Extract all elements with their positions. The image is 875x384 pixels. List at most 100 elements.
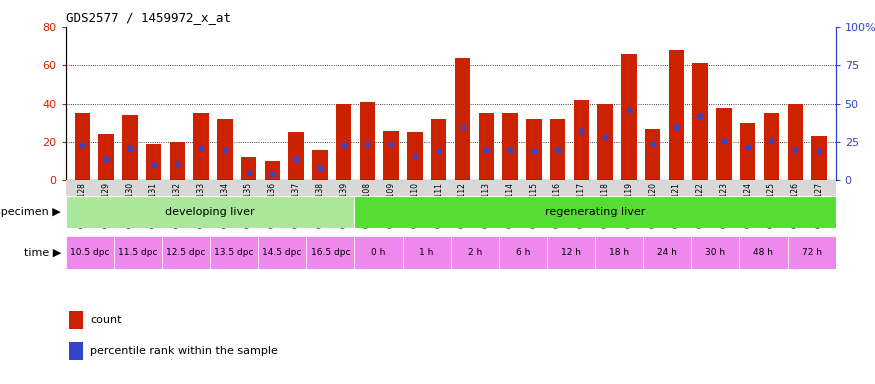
Text: GDS2577 / 1459972_x_at: GDS2577 / 1459972_x_at [66, 11, 231, 24]
Bar [114, 236, 162, 269]
Text: GSM161109: GSM161109 [387, 182, 396, 228]
Bar [717, 108, 732, 180]
Bar [66, 236, 114, 269]
Bar [740, 123, 755, 180]
Text: GSM161137: GSM161137 [291, 182, 301, 228]
Bar [550, 119, 565, 180]
Text: GSM161108: GSM161108 [363, 182, 372, 228]
Bar [123, 115, 137, 180]
Bar [621, 54, 637, 180]
Bar [407, 132, 423, 180]
Text: GSM161138: GSM161138 [315, 182, 325, 228]
Text: GSM161120: GSM161120 [648, 182, 657, 228]
Bar [788, 104, 803, 180]
Text: 14.5 dpc: 14.5 dpc [262, 248, 302, 257]
Text: percentile rank within the sample: percentile rank within the sample [90, 346, 278, 356]
Text: GSM161130: GSM161130 [125, 182, 134, 228]
Text: 16.5 dpc: 16.5 dpc [311, 248, 350, 257]
Text: GSM161125: GSM161125 [767, 182, 776, 228]
Bar [289, 132, 304, 180]
Text: GSM161114: GSM161114 [506, 182, 514, 228]
Bar [306, 236, 354, 269]
Text: GSM161132: GSM161132 [173, 182, 182, 228]
Text: GSM161124: GSM161124 [743, 182, 752, 228]
Text: time ▶: time ▶ [24, 247, 61, 258]
Text: 10.5 dpc: 10.5 dpc [70, 248, 109, 257]
Bar [574, 100, 589, 180]
Text: GSM161121: GSM161121 [672, 182, 681, 228]
Bar [146, 144, 161, 180]
Text: 12.5 dpc: 12.5 dpc [166, 248, 206, 257]
Text: GSM161135: GSM161135 [244, 182, 253, 228]
Bar [210, 236, 258, 269]
Text: 2 h: 2 h [467, 248, 482, 257]
Bar [455, 58, 470, 180]
Text: 12 h: 12 h [561, 248, 581, 257]
Bar [598, 104, 612, 180]
Text: regenerating liver: regenerating liver [545, 207, 645, 217]
Text: GSM161131: GSM161131 [149, 182, 158, 228]
Bar [170, 142, 185, 180]
Text: 13.5 dpc: 13.5 dpc [214, 248, 254, 257]
Bar [354, 236, 402, 269]
Text: count: count [90, 314, 122, 324]
Bar [431, 119, 446, 180]
Bar [312, 150, 327, 180]
Text: GSM161126: GSM161126 [791, 182, 800, 228]
Bar [739, 236, 788, 269]
Bar [643, 236, 691, 269]
Text: GSM161118: GSM161118 [600, 182, 610, 228]
Bar [645, 129, 661, 180]
Text: specimen ▶: specimen ▶ [0, 207, 61, 217]
Text: 30 h: 30 h [705, 248, 725, 257]
Text: developing liver: developing liver [165, 207, 255, 217]
Text: GSM161112: GSM161112 [458, 182, 467, 228]
Bar [526, 119, 542, 180]
Text: GSM161129: GSM161129 [102, 182, 110, 228]
Bar [502, 113, 518, 180]
Text: 18 h: 18 h [609, 248, 629, 257]
Bar [788, 236, 836, 269]
Bar [668, 50, 684, 180]
Bar [162, 236, 210, 269]
Bar [811, 136, 827, 180]
Bar [354, 196, 836, 228]
Text: 11.5 dpc: 11.5 dpc [118, 248, 158, 257]
Text: GSM161117: GSM161117 [577, 182, 586, 228]
Bar [217, 119, 233, 180]
Text: GSM161136: GSM161136 [268, 182, 276, 228]
Text: GSM161111: GSM161111 [434, 182, 444, 228]
Bar [69, 343, 83, 360]
Bar [98, 134, 114, 180]
Bar [402, 236, 451, 269]
Text: GSM161122: GSM161122 [696, 182, 704, 228]
Bar [66, 196, 354, 228]
Text: GSM161134: GSM161134 [220, 182, 229, 228]
Text: GSM161127: GSM161127 [815, 182, 823, 228]
Bar [451, 236, 499, 269]
Bar [360, 102, 375, 180]
Bar [336, 104, 352, 180]
Bar [193, 113, 209, 180]
Bar [69, 311, 83, 329]
Text: GSM161133: GSM161133 [197, 182, 206, 228]
Text: 24 h: 24 h [657, 248, 677, 257]
Bar [74, 113, 90, 180]
Bar [764, 113, 779, 180]
Text: 0 h: 0 h [371, 248, 386, 257]
Text: GSM161123: GSM161123 [719, 182, 728, 228]
Bar [264, 161, 280, 180]
Bar [66, 180, 836, 225]
Bar [499, 236, 547, 269]
Text: GSM161116: GSM161116 [553, 182, 562, 228]
Text: GSM161139: GSM161139 [340, 182, 348, 228]
Bar [258, 236, 306, 269]
Text: GSM161119: GSM161119 [625, 182, 634, 228]
Bar [547, 236, 595, 269]
Text: 72 h: 72 h [802, 248, 822, 257]
Text: GSM161113: GSM161113 [482, 182, 491, 228]
Bar [692, 63, 708, 180]
Text: GSM161110: GSM161110 [410, 182, 419, 228]
Bar [241, 157, 256, 180]
Text: 6 h: 6 h [515, 248, 530, 257]
